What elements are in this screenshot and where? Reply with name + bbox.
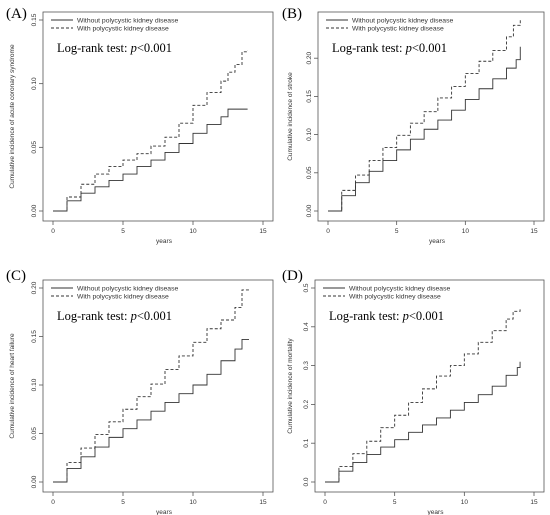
logrank-prefix: Log-rank test: (57, 41, 131, 55)
panel-label: (B) (282, 6, 302, 22)
x-tick-label: 0 (323, 499, 327, 506)
x-axis-label: years (156, 238, 173, 245)
x-tick-label: 15 (259, 499, 267, 506)
series-line-with-pkd (328, 18, 521, 212)
x-tick-label: 5 (121, 228, 125, 235)
y-tick-label: 0.3 (303, 361, 310, 370)
logrank-prefix: Log-rank test: (332, 41, 406, 55)
y-tick-label: 0.1 (303, 438, 310, 447)
x-tick-label: 15 (259, 228, 267, 235)
logrank-p-symbol: p (405, 41, 412, 55)
y-tick-label: 0.20 (31, 281, 38, 294)
x-tick-label: 0 (51, 499, 55, 506)
legend-entry: With polycystic kidney disease (77, 294, 169, 301)
y-axis-label: Cumulative incidence of heart failure (9, 333, 16, 439)
y-tick-label: 0.2 (303, 400, 310, 409)
legend-entry: Without polycystic kidney disease (349, 286, 450, 293)
x-tick-label: 10 (462, 228, 470, 235)
y-tick-label: 0.00 (31, 204, 38, 217)
logrank-prefix: Log-rank test: (329, 309, 403, 323)
logrank-value: <0.001 (409, 309, 444, 323)
y-tick-label: 0.15 (31, 330, 38, 343)
x-tick-label: 0 (51, 228, 55, 235)
x-axis-label: years (429, 238, 446, 245)
logrank-value: <0.001 (137, 41, 172, 55)
panel-d: (D) 0 5 10 15 0.0 0.1 0.2 0.3 0.4 0.5 years Cumulati… (282, 268, 545, 515)
y-tick-label: 0.05 (31, 141, 38, 154)
logrank-value: <0.001 (137, 309, 172, 323)
x-tick-label: 15 (530, 228, 538, 235)
legend-entry: Without polycystic kidney disease (77, 286, 178, 293)
x-tick-label: 10 (189, 499, 197, 506)
x-tick-label: 10 (189, 228, 197, 235)
y-tick-label: 0.05 (306, 166, 313, 179)
y-tick-label: 0.5 (303, 283, 310, 292)
x-tick-label: 5 (121, 499, 125, 506)
y-tick-label: 0.10 (306, 128, 313, 141)
y-tick-label: 0.20 (306, 51, 313, 64)
y-tick-label: 0.0 (303, 477, 310, 486)
y-tick-label: 0.00 (306, 204, 313, 217)
legend-entry: With polycystic kidney disease (77, 26, 169, 33)
logrank-annotation: Log-rank test: p<0.001 (57, 41, 172, 55)
logrank-p-symbol: p (402, 309, 409, 323)
series-line-without-pkd (53, 338, 249, 483)
series-line-with-pkd (53, 289, 249, 483)
legend-entry: Without polycystic kidney disease (77, 18, 178, 25)
plot-frame (42, 279, 274, 493)
x-tick-label: 15 (530, 499, 538, 506)
y-tick-label: 0.15 (31, 13, 38, 26)
x-axis-label: years (156, 509, 173, 515)
legend-entry: Without polycystic kidney disease (352, 18, 453, 25)
panel-b: (B) 0 5 10 15 0.00 0.05 0.10 0.15 0.20 years Cumula… (282, 6, 545, 245)
y-tick-label: 0.10 (31, 378, 38, 391)
series-line-without-pkd (53, 108, 248, 212)
series-line-without-pkd (328, 46, 521, 212)
y-tick-label: 0.4 (303, 322, 310, 331)
panel-label: (A) (6, 6, 27, 22)
legend-entry: With polycystic kidney disease (349, 294, 441, 301)
y-tick-label: 0.00 (31, 475, 38, 488)
series-line-without-pkd (325, 361, 521, 483)
logrank-value: <0.001 (412, 41, 447, 55)
y-tick-label: 0.15 (306, 90, 313, 103)
series-line-with-pkd (325, 309, 521, 483)
panel-label: (C) (6, 268, 26, 284)
series-line-with-pkd (53, 50, 249, 212)
x-tick-label: 10 (461, 499, 469, 506)
panel-c: (C) 0 5 10 15 0.00 0.05 0.10 0.15 0.20 years Cumula… (6, 268, 274, 515)
y-axis-label: Cumulative incidence of acute coronary s… (9, 44, 16, 189)
logrank-annotation: Log-rank test: p<0.001 (329, 309, 444, 323)
y-tick-label: 0.10 (31, 77, 38, 90)
logrank-p-symbol: p (130, 41, 137, 55)
y-tick-label: 0.05 (31, 427, 38, 440)
x-tick-label: 5 (393, 499, 397, 506)
plot-frame (42, 11, 274, 222)
logrank-prefix: Log-rank test: (57, 309, 131, 323)
plot-frame (314, 279, 545, 493)
panel-a: (A) 0 5 10 15 0.00 0.05 0.10 0.15 years Cumulative… (6, 6, 274, 245)
x-tick-label: 0 (326, 228, 330, 235)
plot-frame (317, 11, 545, 222)
x-tick-label: 5 (395, 228, 399, 235)
y-axis-label: Cumulative incidence of stroke (287, 72, 294, 161)
y-axis-label: Cumulative incidence of mortality (287, 338, 294, 434)
logrank-annotation: Log-rank test: p<0.001 (57, 309, 172, 323)
logrank-annotation: Log-rank test: p<0.001 (332, 41, 447, 55)
logrank-p-symbol: p (130, 309, 137, 323)
legend-entry: With polycystic kidney disease (352, 26, 444, 33)
x-axis-label: years (428, 509, 445, 515)
panel-label: (D) (282, 268, 303, 284)
